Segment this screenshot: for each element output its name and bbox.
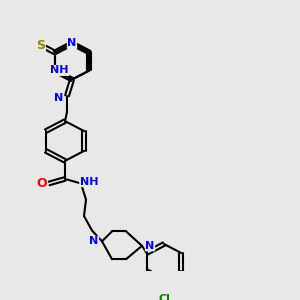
Text: NH: NH — [80, 177, 98, 187]
Text: N: N — [54, 93, 64, 103]
Text: S: S — [36, 39, 45, 52]
Text: Cl: Cl — [158, 294, 170, 300]
Text: N: N — [68, 38, 76, 48]
Text: N: N — [89, 236, 99, 246]
Text: NH: NH — [50, 65, 69, 76]
Text: O: O — [37, 177, 47, 190]
Text: N: N — [146, 241, 154, 251]
